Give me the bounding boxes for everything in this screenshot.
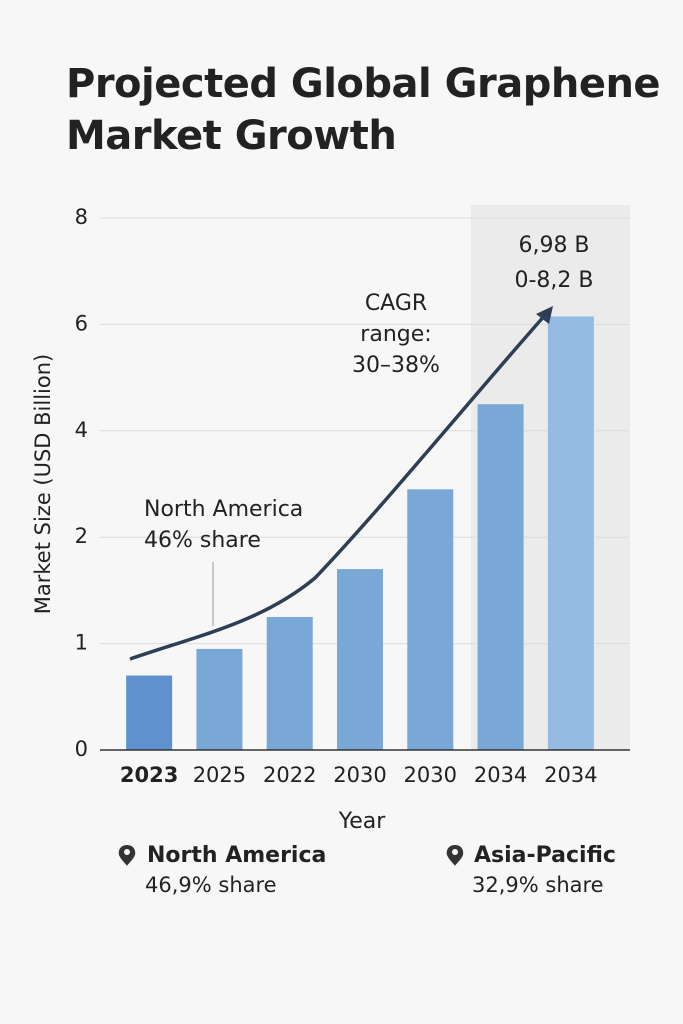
grid: [100, 217, 630, 645]
y-tick-label: 4: [75, 418, 88, 442]
x-tick-label: 2030: [333, 763, 386, 787]
y-tick-label: 2: [75, 524, 88, 548]
x-tick-label: 2034: [544, 763, 597, 787]
y-tick-label: 0: [75, 737, 88, 761]
x-tick-label: 2023: [120, 763, 178, 787]
legend-detail: 32,9% share: [472, 873, 604, 897]
pin-icon: [446, 845, 464, 866]
bars: [126, 316, 594, 750]
bar: [196, 648, 243, 750]
bar: [477, 404, 524, 750]
annotation: range:: [360, 322, 431, 347]
chart-title: Projected Global Graphene Market Growth: [66, 61, 661, 159]
pin-icon: [118, 845, 136, 866]
annotation: 30–38%: [352, 353, 440, 378]
trend-arrow: [129, 312, 548, 661]
annotation: CAGR: [365, 291, 427, 316]
bar: [266, 617, 313, 750]
y-axis-label: Market Size (USD Billion): [31, 354, 55, 614]
x-tick-label: 2034: [474, 763, 527, 787]
arrow-head: [536, 306, 553, 324]
x-axis-label: Year: [338, 809, 387, 834]
y-tick-label: 8: [75, 205, 88, 229]
annotation: 46% share: [144, 528, 261, 553]
bar: [547, 316, 594, 750]
legend-name: Asia-Pacific: [474, 843, 616, 868]
bar: [407, 489, 454, 750]
bar: [126, 675, 173, 750]
legend-name: North America: [147, 843, 326, 868]
bar: [337, 569, 383, 750]
x-tick-label: 2022: [263, 763, 316, 787]
annotation: 6,98 B: [518, 233, 589, 258]
y-tick-label: 6: [75, 311, 88, 335]
y-tick-label: 1: [75, 631, 88, 655]
annotation: North America: [144, 497, 303, 522]
x-tick-label: 2025: [193, 763, 246, 787]
legend-detail: 46,9% share: [145, 873, 277, 897]
x-tick-label: 2030: [404, 763, 457, 787]
annotation: 0-8,2 B: [514, 268, 593, 293]
